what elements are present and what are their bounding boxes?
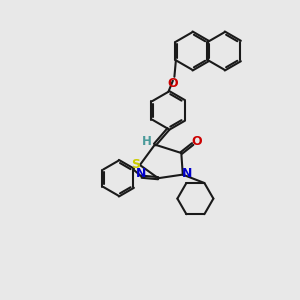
Text: S: S (131, 158, 140, 172)
Text: O: O (168, 77, 178, 90)
Text: H: H (142, 135, 152, 148)
Text: N: N (182, 167, 192, 180)
Text: N: N (136, 167, 146, 180)
Text: O: O (191, 135, 202, 148)
